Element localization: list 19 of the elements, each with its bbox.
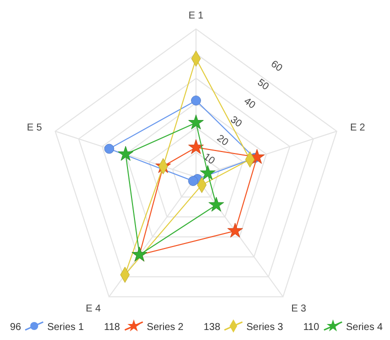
y-tick-label: 20 xyxy=(214,132,230,149)
text: 110 xyxy=(303,322,320,333)
y-tick-label: 40 xyxy=(242,96,258,112)
legend-label: Series 4 xyxy=(346,322,384,333)
text: 96 xyxy=(10,322,22,333)
text: 118 xyxy=(104,322,120,333)
legend-label: Series 1 xyxy=(47,322,84,333)
legend-label: Series 3 xyxy=(246,322,284,333)
legend-label: Series 2 xyxy=(146,322,184,333)
y-tick-label: 60 xyxy=(268,58,284,74)
spoke-label: E 1 xyxy=(188,10,204,22)
spoke-label: E 4 xyxy=(86,304,102,315)
y-tick-label: 50 xyxy=(255,77,271,93)
text: 138 xyxy=(204,322,221,333)
y-tick-label: 30 xyxy=(228,114,244,130)
y-tick-label: 10 xyxy=(201,152,217,168)
spoke-label: E 5 xyxy=(26,122,42,134)
spoke-label: E 2 xyxy=(350,122,366,134)
spoke-label: E 3 xyxy=(291,304,307,315)
